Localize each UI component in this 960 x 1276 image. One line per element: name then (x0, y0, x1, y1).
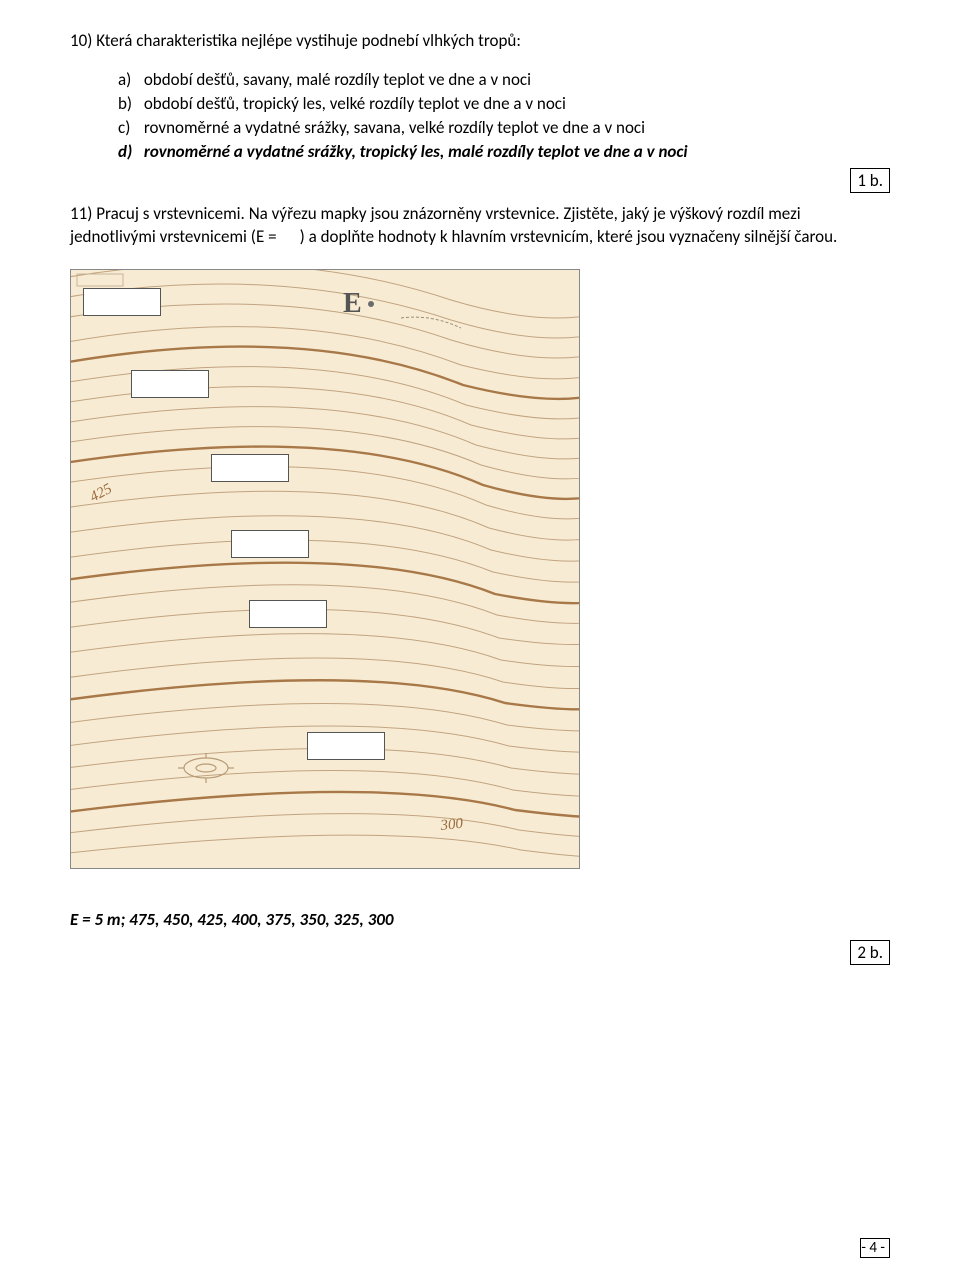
opt-text: období dešťů, savany, malé rozdíly teplo… (144, 69, 531, 90)
opt-letter: d) (118, 141, 140, 164)
opt-letter: b) (118, 93, 140, 116)
contour-map: E 425 300 (70, 269, 580, 869)
q10-opt-a: a) období dešťů, savany, malé rozdíly te… (118, 69, 890, 92)
q11-points: 2 b. (850, 940, 890, 965)
map-answer-box[interactable] (249, 600, 327, 628)
map-answer-box[interactable] (307, 732, 385, 760)
opt-letter: a) (118, 69, 140, 92)
q10-opt-d: d) rovnoměrné a vydatné srážky, tropický… (118, 141, 890, 164)
q11-answer: E = 5 m; 475, 450, 425, 400, 375, 350, 3… (70, 909, 890, 930)
q10-points: 1 b. (850, 168, 890, 193)
q10-options: a) období dešťů, savany, malé rozdíly te… (118, 69, 890, 164)
opt-text-correct: rovnoměrné a vydatné srážky, tropický le… (144, 141, 688, 162)
q10-opt-c: c) rovnoměrné a vydatné srážky, savana, … (118, 117, 890, 140)
map-label-300: 300 (439, 815, 465, 833)
map-e-label: E (343, 288, 362, 319)
q10-title: 10) Která charakteristika nejlépe vystih… (70, 30, 890, 51)
q11-points-row: 2 b. (70, 940, 890, 965)
page-number: - 4 - (860, 1238, 890, 1258)
opt-text: období dešťů, tropický les, velké rozdíl… (144, 93, 566, 114)
opt-text: rovnoměrné a vydatné srážky, savana, vel… (144, 117, 645, 138)
map-answer-box[interactable] (131, 370, 209, 398)
map-answer-box[interactable] (231, 530, 309, 558)
q11-text: 11) Pracuj s vrstevnicemi. Na výřezu map… (70, 203, 890, 249)
q10-opt-b: b) období dešťů, tropický les, velké roz… (118, 93, 890, 116)
map-answer-box[interactable] (83, 288, 161, 316)
contour-svg: E 425 300 (71, 270, 580, 869)
opt-letter: c) (118, 117, 140, 140)
map-answer-box[interactable] (211, 454, 289, 482)
q10-points-row: 1 b. (70, 168, 890, 193)
page-footer: - 4 - (860, 1238, 890, 1258)
